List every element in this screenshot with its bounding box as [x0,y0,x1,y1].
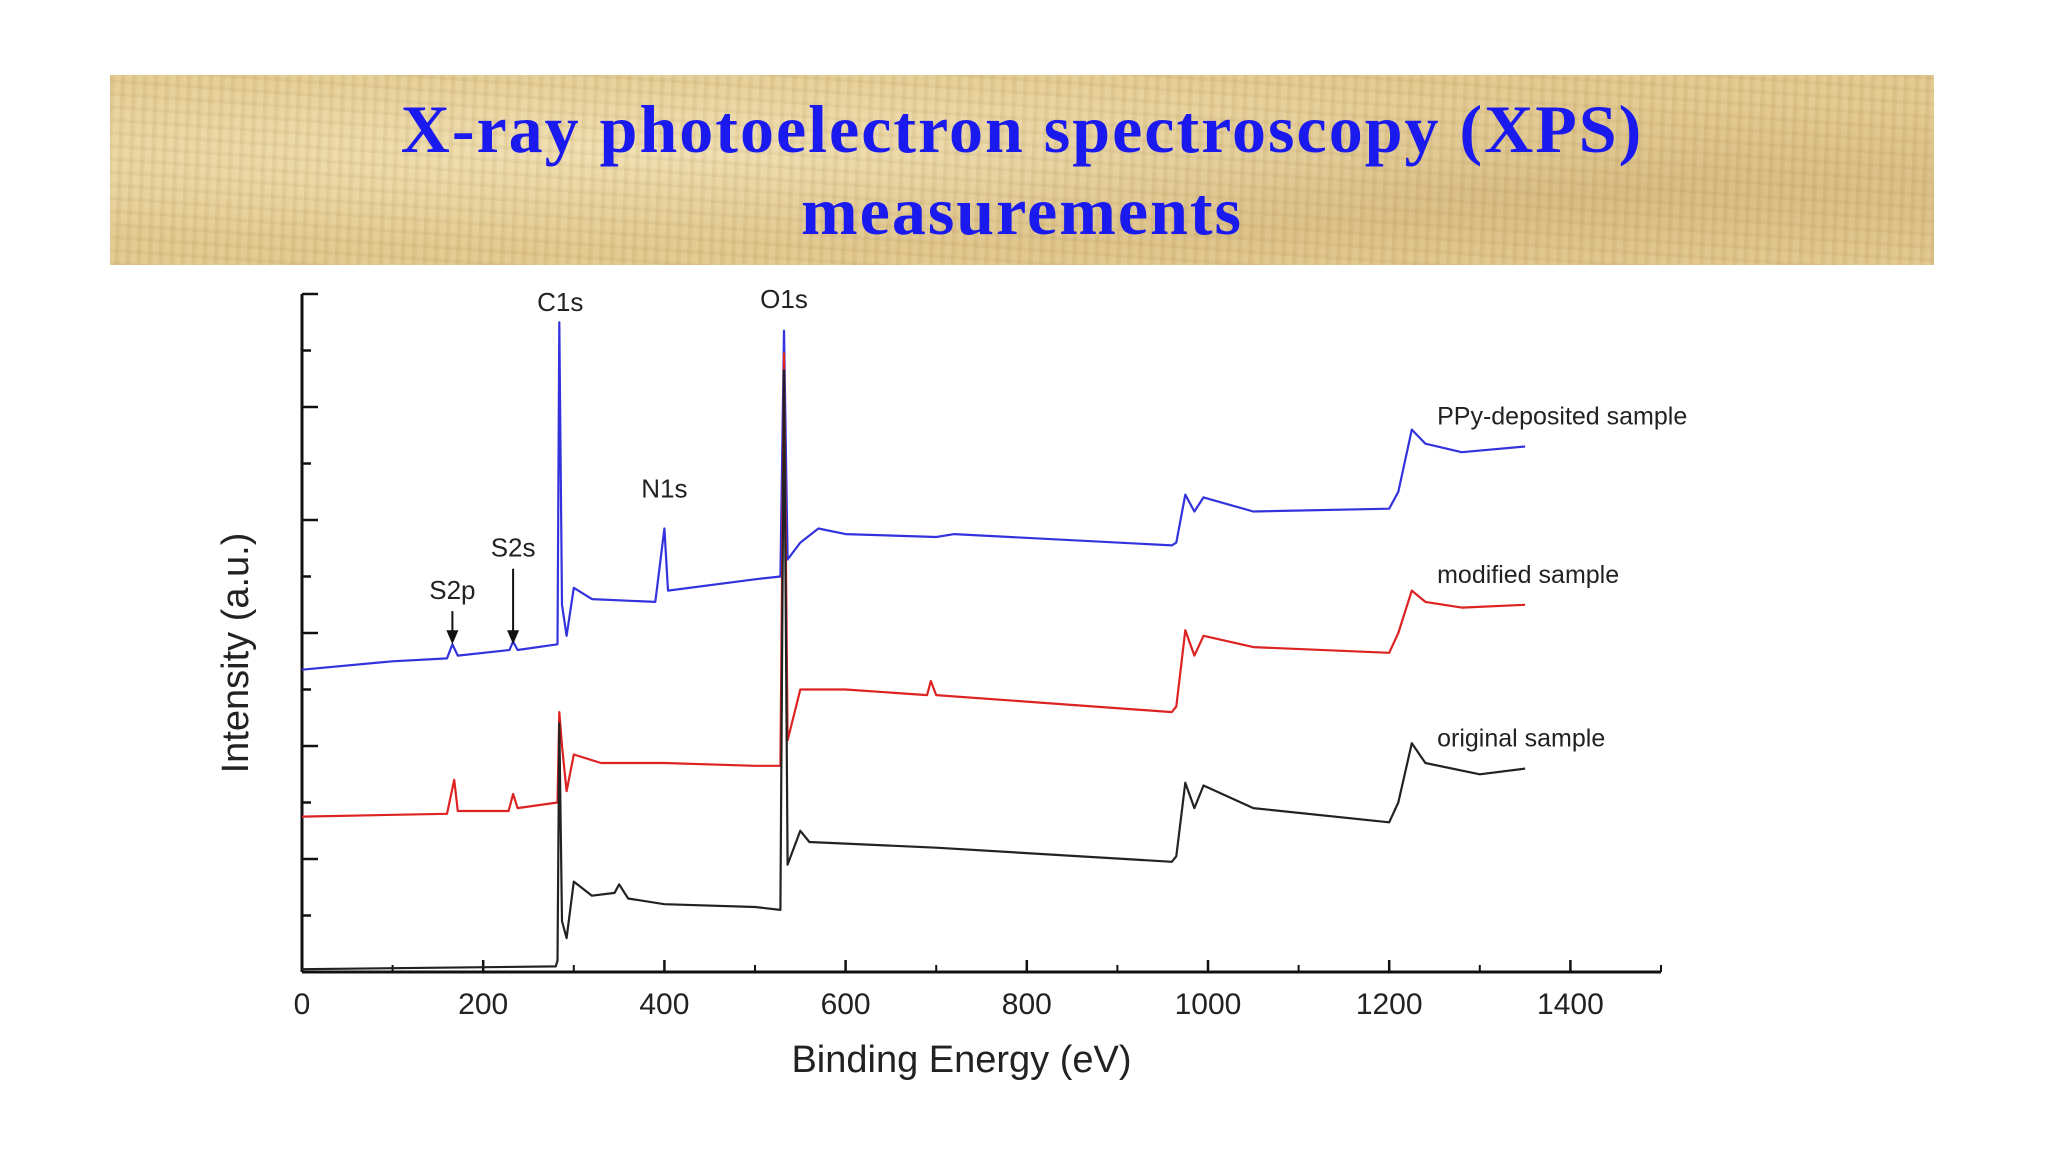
peak-label-0: C1s [537,287,583,317]
axes: 0 200 400 600 800 1000 1200 1400 Binding Energy … [215,292,1662,1081]
series-labels: PPy-deposited sample modified sample origi… [1437,403,1687,753]
slide-title-line-1: X-ray photoelectron spectroscopy (XPS) [400,91,1644,167]
x-tick-label: 1000 [1175,988,1242,1021]
peak-annotations: C1s O1s N1s S2s S2p [429,284,808,645]
series-label-3: original sample [1437,725,1605,753]
x-tick-label: 1400 [1537,988,1604,1021]
x-tick-label: 1200 [1356,988,1423,1021]
x-tick-label: 200 [458,988,508,1021]
series-line-1 [301,321,1526,671]
x-tick-label: 800 [1002,988,1052,1021]
annotation-arrow-head [507,630,520,645]
x-axis-title: Binding Energy (eV) [791,1039,1131,1081]
peak-label-3: S2s [491,533,536,563]
x-tick-label: 400 [639,988,689,1021]
series-line-3 [301,369,1526,971]
peak-label-1: O1s [760,284,808,314]
title-banner: X-ray photoelectron spectroscopy (XPS) m… [110,75,1934,265]
slide-title-line-2: measurements [801,173,1243,249]
slide-title: X-ray photoelectron spectroscopy (XPS) m… [401,88,1644,252]
series-label-1: PPy-deposited sample [1437,403,1687,431]
peak-label-2: N1s [641,473,687,503]
peak-label-4: S2p [429,575,475,605]
series-lines [301,321,1526,971]
series-label-2: modified sample [1437,561,1619,589]
x-tick-label: 0 [294,988,311,1021]
annotation-arrow-head [446,630,459,645]
series-line-2 [301,352,1526,818]
y-axis-title: Intensity (a.u.) [215,533,257,774]
x-tick-label: 600 [821,988,871,1021]
